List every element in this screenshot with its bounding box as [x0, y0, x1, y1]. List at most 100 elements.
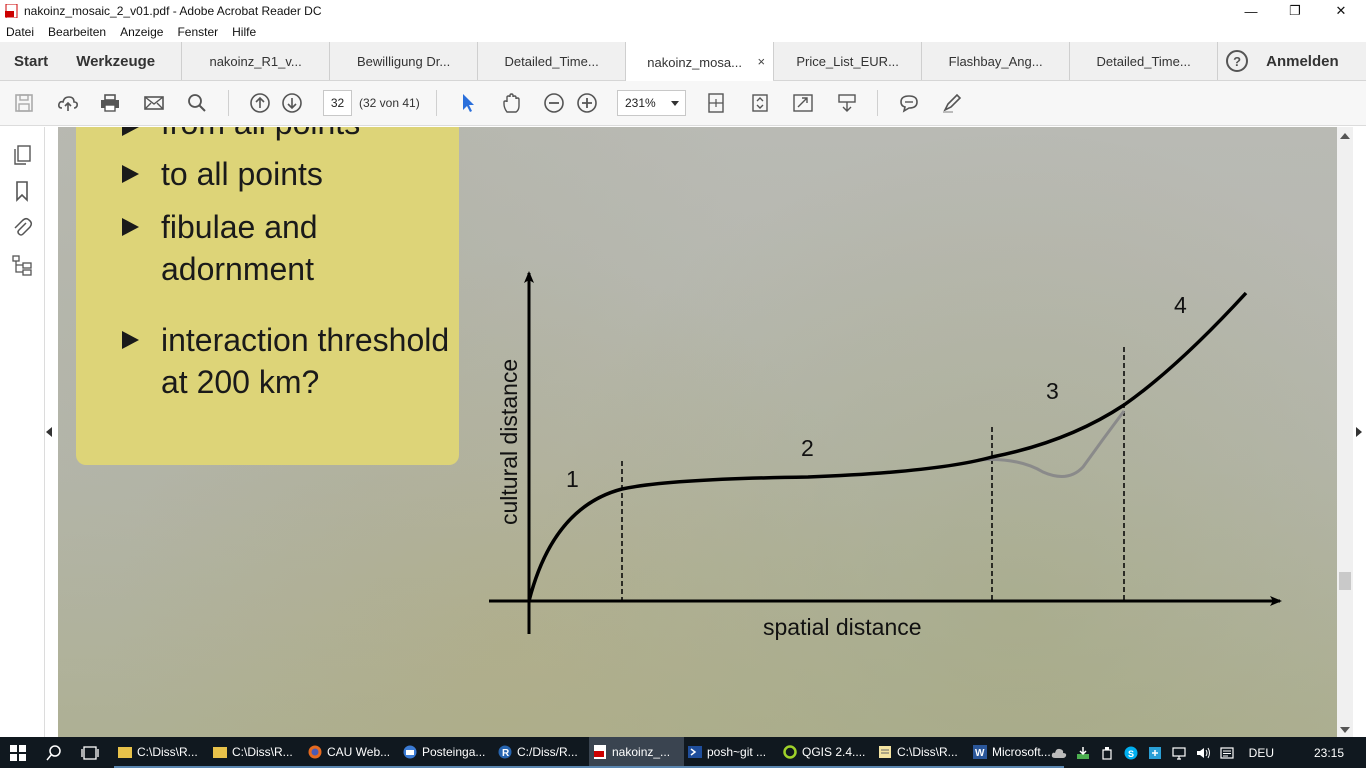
- nav-tools[interactable]: Werkzeuge: [76, 52, 156, 70]
- search-icon[interactable]: [185, 91, 209, 115]
- nav-start[interactable]: Start: [14, 52, 49, 70]
- page-count: (32 von 41): [359, 96, 420, 110]
- taskbar-item-label: C:\Diss\R...: [897, 744, 958, 759]
- taskbar-item[interactable]: W Microsoft...: [969, 737, 1064, 768]
- rotate-icon[interactable]: [748, 91, 772, 115]
- acrobat-app-icon: [5, 3, 19, 19]
- document-view[interactable]: from all points to all points fibulae an…: [58, 127, 1337, 737]
- highlight-pen-icon[interactable]: [940, 91, 964, 115]
- comment-icon[interactable]: [897, 91, 921, 115]
- notifications-icon[interactable]: [1215, 737, 1239, 768]
- save-icon[interactable]: [12, 91, 36, 115]
- network-status-icon[interactable]: [1143, 737, 1167, 768]
- firefox-icon: [308, 745, 322, 759]
- attachment-icon[interactable]: [11, 216, 33, 238]
- vertical-scrollbar[interactable]: [1337, 127, 1353, 737]
- taskbar-item[interactable]: QGIS 2.4....: [779, 737, 874, 768]
- usb-device-icon[interactable]: [1095, 737, 1119, 768]
- taskbar-item[interactable]: C:\Diss\R...: [874, 737, 969, 768]
- menu-file[interactable]: Datei: [6, 25, 35, 39]
- cloud-icon[interactable]: [1047, 737, 1071, 768]
- page-number-input[interactable]: 32: [323, 90, 352, 116]
- navigation-pane: [0, 127, 45, 737]
- menu-edit[interactable]: Bearbeiten: [48, 25, 107, 39]
- full-screen-icon[interactable]: [791, 91, 815, 115]
- y-axis-label: cultural distance: [496, 359, 522, 525]
- taskbar-item-label: posh~git ...: [707, 744, 767, 759]
- minimize-button[interactable]: —: [1244, 3, 1258, 19]
- folder-icon: [213, 745, 227, 759]
- taskbar-item-active[interactable]: nakoinz_...: [589, 737, 684, 768]
- zoom-in-icon[interactable]: [575, 91, 599, 115]
- doc-tab-active[interactable]: nakoinz_mosa... ×: [625, 42, 774, 82]
- previous-page-icon[interactable]: [248, 91, 272, 115]
- taskbar-item-label: Microsoft...: [992, 744, 1051, 759]
- menu-help[interactable]: Hilfe: [232, 25, 257, 39]
- bullet-marker: [122, 218, 139, 236]
- toolbar-divider: [877, 90, 878, 116]
- segment-label: 1: [566, 466, 579, 492]
- thunderbird-icon: [403, 745, 417, 759]
- notepad-icon: [878, 745, 892, 759]
- skype-icon[interactable]: S: [1119, 737, 1143, 768]
- taskbar-item[interactable]: C:\Diss\R...: [114, 737, 209, 768]
- bookmark-icon[interactable]: [11, 180, 33, 202]
- clock[interactable]: 23:15: [1313, 745, 1345, 760]
- tab-bar: Start Werkzeuge nakoinz_R1_v... Bewillig…: [0, 42, 1366, 82]
- doc-tab[interactable]: Detailed_Time...: [1069, 42, 1217, 80]
- doc-tab-label: Detailed_Time...: [504, 53, 599, 69]
- menu-view[interactable]: Anzeige: [120, 25, 164, 39]
- scroll-down-icon[interactable]: [1340, 727, 1350, 733]
- bullet-marker: [122, 331, 139, 349]
- doc-tab[interactable]: nakoinz_R1_v...: [181, 42, 329, 80]
- fit-page-icon[interactable]: [704, 91, 728, 115]
- taskbar-item[interactable]: R C:/Diss/R...: [494, 737, 589, 768]
- scroll-up-icon[interactable]: [1340, 133, 1350, 139]
- monitor-icon[interactable]: [1167, 737, 1191, 768]
- windows-start-icon[interactable]: [0, 737, 36, 768]
- download-icon[interactable]: [1071, 737, 1095, 768]
- zoom-select[interactable]: 231%: [617, 90, 686, 116]
- taskbar-item[interactable]: C:\Diss\R...: [209, 737, 304, 768]
- taskbar-item-label: nakoinz_...: [612, 744, 671, 759]
- taskbar-item-label: C:\Diss\R...: [232, 744, 293, 759]
- select-cursor-icon[interactable]: [456, 91, 480, 115]
- doc-tab[interactable]: Flashbay_Ang...: [921, 42, 1069, 80]
- taskbar-item[interactable]: Posteinga...: [399, 737, 494, 768]
- print-icon[interactable]: [98, 91, 122, 115]
- expand-right-pane-icon[interactable]: [1356, 427, 1362, 437]
- close-window-button[interactable]: ✕: [1335, 3, 1347, 18]
- volume-icon[interactable]: [1191, 737, 1215, 768]
- close-tab-icon[interactable]: ×: [757, 54, 766, 69]
- scroll-mode-icon[interactable]: [835, 91, 859, 115]
- layers-tree-icon[interactable]: [11, 254, 33, 276]
- taskbar-item[interactable]: posh~git ...: [684, 737, 779, 768]
- cloud-upload-icon[interactable]: [56, 91, 80, 115]
- login-button[interactable]: Anmelden: [1266, 52, 1339, 70]
- input-language[interactable]: DEU: [1248, 745, 1274, 760]
- doc-tab-label: Bewilligung Dr...: [357, 53, 451, 69]
- hand-tool-icon[interactable]: [499, 91, 523, 115]
- acrobat-icon: [593, 744, 607, 759]
- help-icon[interactable]: ?: [1226, 50, 1249, 72]
- title-bar: nakoinz_mosaic_2_v01.pdf - Adobe Acrobat…: [0, 0, 1366, 22]
- email-icon[interactable]: [142, 91, 166, 115]
- word-icon: W: [973, 744, 987, 759]
- powershell-icon: [688, 745, 702, 759]
- next-page-icon[interactable]: [280, 91, 304, 115]
- taskbar-item-label: QGIS 2.4....: [802, 744, 866, 759]
- search-icon[interactable]: [36, 737, 72, 768]
- doc-tab[interactable]: Bewilligung Dr...: [329, 42, 477, 80]
- taskbar-item-label: CAU Web...: [327, 744, 391, 759]
- taskbar-item[interactable]: CAU Web...: [304, 737, 399, 768]
- doc-tab[interactable]: Price_List_EUR...: [773, 42, 921, 80]
- maximize-button[interactable]: ❐: [1289, 3, 1301, 18]
- scroll-thumb[interactable]: [1339, 572, 1351, 590]
- doc-tab[interactable]: Detailed_Time...: [477, 42, 625, 80]
- task-view-icon[interactable]: [72, 737, 108, 768]
- svg-text:W: W: [975, 748, 985, 759]
- zoom-out-icon[interactable]: [542, 91, 566, 115]
- page-thumbnails-icon[interactable]: [11, 144, 33, 166]
- menu-window[interactable]: Fenster: [177, 25, 219, 39]
- collapse-left-pane-icon[interactable]: [46, 427, 52, 437]
